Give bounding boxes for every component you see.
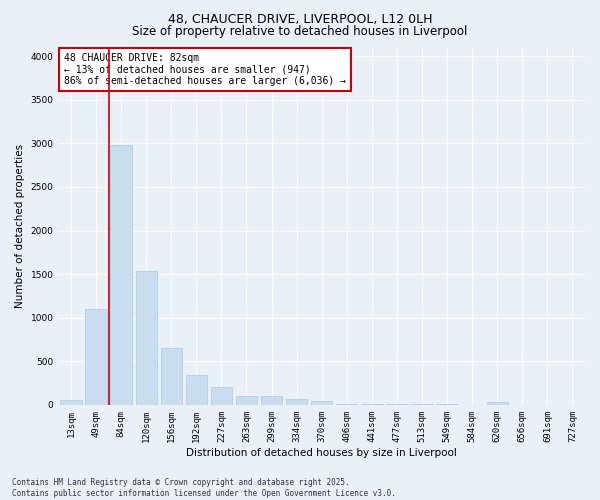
Bar: [136, 272, 157, 405]
Bar: [361, 404, 383, 405]
Text: Size of property relative to detached houses in Liverpool: Size of property relative to detached ho…: [133, 25, 467, 38]
Bar: [261, 396, 282, 405]
Bar: [110, 145, 132, 405]
Bar: [487, 402, 508, 405]
Bar: [311, 402, 332, 405]
Text: Contains HM Land Registry data © Crown copyright and database right 2025.
Contai: Contains HM Land Registry data © Crown c…: [12, 478, 396, 498]
Bar: [286, 398, 307, 405]
Text: 48, CHAUCER DRIVE, LIVERPOOL, L12 0LH: 48, CHAUCER DRIVE, LIVERPOOL, L12 0LH: [168, 12, 432, 26]
Bar: [185, 375, 207, 405]
Bar: [412, 404, 433, 405]
Bar: [60, 400, 82, 405]
Bar: [85, 309, 107, 405]
X-axis label: Distribution of detached houses by size in Liverpool: Distribution of detached houses by size …: [186, 448, 457, 458]
Bar: [336, 404, 358, 405]
Bar: [236, 396, 257, 405]
Y-axis label: Number of detached properties: Number of detached properties: [15, 144, 25, 308]
Text: 48 CHAUCER DRIVE: 82sqm
← 13% of detached houses are smaller (947)
86% of semi-d: 48 CHAUCER DRIVE: 82sqm ← 13% of detache…: [64, 53, 346, 86]
Bar: [386, 404, 407, 405]
Bar: [161, 348, 182, 405]
Bar: [211, 388, 232, 405]
